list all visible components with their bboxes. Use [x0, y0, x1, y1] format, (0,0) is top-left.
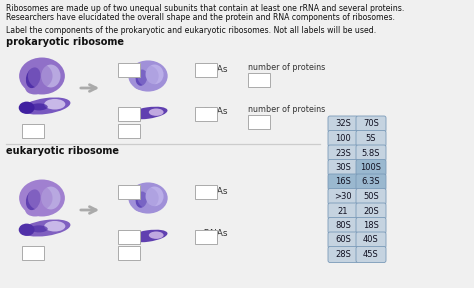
- Text: 80S: 80S: [335, 221, 351, 230]
- Ellipse shape: [127, 233, 140, 242]
- FancyBboxPatch shape: [195, 230, 217, 244]
- FancyBboxPatch shape: [356, 247, 386, 262]
- FancyBboxPatch shape: [356, 145, 386, 161]
- FancyBboxPatch shape: [356, 160, 386, 175]
- FancyBboxPatch shape: [328, 116, 358, 132]
- Ellipse shape: [18, 223, 35, 236]
- Text: rRNAs: rRNAs: [200, 187, 228, 196]
- Ellipse shape: [19, 58, 65, 94]
- Ellipse shape: [25, 82, 45, 94]
- Text: 21: 21: [338, 206, 348, 215]
- FancyBboxPatch shape: [328, 130, 358, 147]
- Text: 6.3S: 6.3S: [362, 177, 380, 187]
- Ellipse shape: [137, 65, 159, 87]
- Ellipse shape: [128, 60, 168, 92]
- FancyBboxPatch shape: [22, 124, 44, 138]
- Ellipse shape: [44, 99, 65, 109]
- Ellipse shape: [128, 107, 167, 119]
- Text: 40S: 40S: [363, 236, 379, 245]
- Text: 18S: 18S: [363, 221, 379, 230]
- Ellipse shape: [30, 225, 48, 232]
- FancyBboxPatch shape: [328, 203, 358, 219]
- Ellipse shape: [18, 102, 35, 114]
- FancyBboxPatch shape: [328, 217, 358, 234]
- Text: 60S: 60S: [335, 236, 351, 245]
- Ellipse shape: [22, 219, 71, 236]
- Ellipse shape: [149, 232, 164, 239]
- Ellipse shape: [149, 109, 164, 116]
- Ellipse shape: [25, 204, 45, 217]
- Text: 5S: 5S: [366, 134, 376, 143]
- Text: 100: 100: [335, 134, 351, 143]
- Text: number of proteins: number of proteins: [248, 63, 325, 73]
- FancyBboxPatch shape: [328, 247, 358, 262]
- FancyBboxPatch shape: [328, 174, 358, 190]
- FancyBboxPatch shape: [356, 232, 386, 248]
- Text: rRNAs: rRNAs: [200, 230, 228, 238]
- FancyBboxPatch shape: [356, 189, 386, 204]
- FancyBboxPatch shape: [328, 232, 358, 248]
- Ellipse shape: [28, 64, 53, 88]
- FancyBboxPatch shape: [118, 246, 140, 260]
- Text: Ribosomes are made up of two unequal subunits that contain at least one rRNA and: Ribosomes are made up of two unequal sub…: [6, 4, 404, 13]
- FancyBboxPatch shape: [356, 174, 386, 190]
- Text: 5.8S: 5.8S: [362, 149, 380, 158]
- FancyBboxPatch shape: [118, 63, 140, 77]
- FancyBboxPatch shape: [195, 185, 217, 199]
- Ellipse shape: [133, 200, 150, 212]
- FancyBboxPatch shape: [118, 185, 140, 199]
- Ellipse shape: [19, 179, 65, 217]
- Ellipse shape: [136, 69, 147, 86]
- FancyBboxPatch shape: [248, 73, 270, 87]
- Text: >30: >30: [334, 192, 352, 201]
- Ellipse shape: [146, 65, 164, 84]
- FancyBboxPatch shape: [118, 107, 140, 121]
- FancyBboxPatch shape: [356, 130, 386, 147]
- FancyBboxPatch shape: [22, 246, 44, 260]
- Text: rRNAs: rRNAs: [200, 107, 228, 117]
- Text: 45S: 45S: [363, 250, 379, 259]
- Text: rRNAs: rRNAs: [200, 65, 228, 75]
- Ellipse shape: [128, 230, 167, 242]
- FancyBboxPatch shape: [195, 63, 217, 77]
- Ellipse shape: [136, 192, 147, 208]
- Text: 70S: 70S: [363, 120, 379, 128]
- Text: number of proteins: number of proteins: [248, 105, 325, 115]
- Ellipse shape: [146, 187, 164, 206]
- Text: Researchers have elucidated the overall shape and the protein and RNA components: Researchers have elucidated the overall …: [6, 13, 395, 22]
- FancyBboxPatch shape: [356, 116, 386, 132]
- Ellipse shape: [44, 221, 65, 232]
- Ellipse shape: [26, 67, 41, 88]
- Ellipse shape: [127, 110, 140, 120]
- Ellipse shape: [22, 97, 71, 115]
- Ellipse shape: [30, 103, 48, 110]
- Text: 28S: 28S: [335, 250, 351, 259]
- Ellipse shape: [133, 78, 150, 90]
- Text: 100S: 100S: [361, 163, 382, 172]
- FancyBboxPatch shape: [248, 115, 270, 129]
- FancyBboxPatch shape: [328, 145, 358, 161]
- Text: 30S: 30S: [335, 163, 351, 172]
- Ellipse shape: [28, 186, 53, 210]
- Text: 16S: 16S: [335, 177, 351, 187]
- Text: 20S: 20S: [363, 206, 379, 215]
- FancyBboxPatch shape: [356, 217, 386, 234]
- FancyBboxPatch shape: [328, 160, 358, 175]
- Ellipse shape: [41, 187, 61, 209]
- Ellipse shape: [26, 190, 41, 210]
- Text: 23S: 23S: [335, 149, 351, 158]
- FancyBboxPatch shape: [195, 107, 217, 121]
- Text: 32S: 32S: [335, 120, 351, 128]
- FancyBboxPatch shape: [118, 124, 140, 138]
- FancyBboxPatch shape: [356, 203, 386, 219]
- Text: eukaryotic ribosome: eukaryotic ribosome: [6, 146, 119, 156]
- FancyBboxPatch shape: [118, 230, 140, 244]
- Text: Label the components of the prokaryotic and eukaryotic ribosomes. Not all labels: Label the components of the prokaryotic …: [6, 26, 376, 35]
- Ellipse shape: [41, 65, 61, 88]
- Text: 50S: 50S: [363, 192, 379, 201]
- FancyBboxPatch shape: [328, 189, 358, 204]
- Text: prokaryotic ribosome: prokaryotic ribosome: [6, 37, 124, 47]
- Ellipse shape: [137, 187, 159, 209]
- Ellipse shape: [128, 182, 168, 214]
